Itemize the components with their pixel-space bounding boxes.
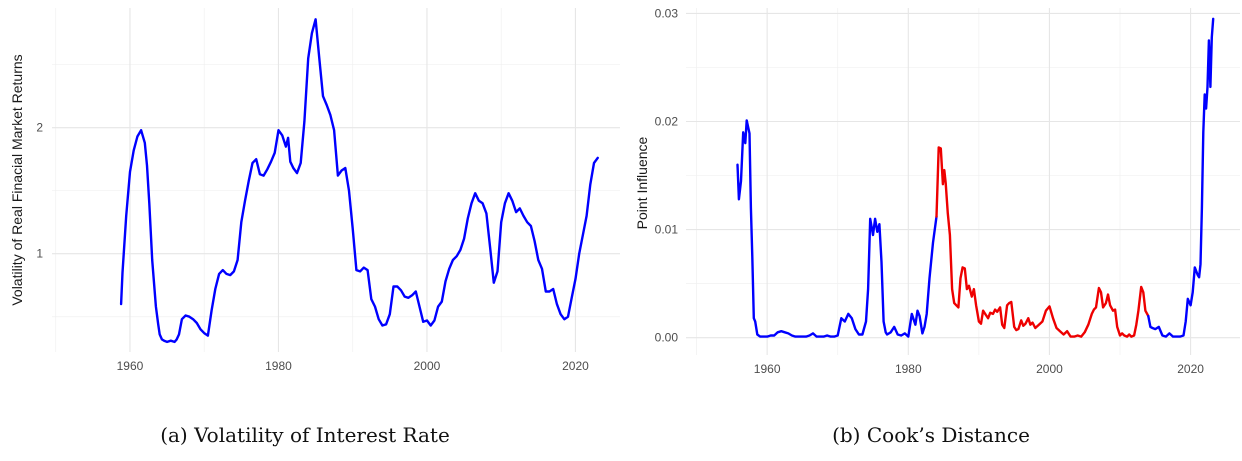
x-tick-label: 2000	[414, 359, 441, 373]
x-tick-label: 2020	[1177, 362, 1204, 376]
x-tick-label: 2000	[1036, 362, 1063, 376]
x-tick-label: 1960	[117, 359, 144, 373]
x-tick-label: 1960	[754, 362, 781, 376]
y-axis-label-b: Point Influence	[634, 136, 650, 229]
x-tick-labels-b: 1960 1980 2000 2020	[754, 362, 1204, 376]
y-tick-label: 1	[36, 247, 43, 261]
chart-panel-a: 1960 1980 2000 2020 12 Volatility of Real F…	[9, 8, 620, 447]
x-tick-label: 2020	[562, 359, 589, 373]
y-tick-label: 2	[36, 121, 43, 135]
series-lines-b	[736, 17, 1215, 338]
series-line	[119, 18, 599, 344]
series-line	[736, 119, 938, 338]
series-lines-a	[119, 18, 599, 344]
y-axis-label-a: Volatility of Real Finacial Market Retur…	[9, 54, 25, 305]
y-tick-labels-b: 0.00 0.01 0.02 0.03	[655, 6, 679, 344]
y-tick-label: 0.03	[655, 6, 679, 20]
caption-b: (b) Cook’s Distance	[832, 423, 1030, 447]
series-line	[1147, 17, 1215, 338]
x-tick-label: 1980	[265, 359, 292, 373]
caption-a: (a) Volatility of Interest Rate	[160, 423, 450, 447]
y-tick-label: 0.01	[655, 223, 679, 237]
grid-a	[52, 8, 620, 352]
x-tick-labels-a: 1960 1980 2000 2020	[117, 359, 590, 373]
x-tick-label: 1980	[895, 362, 922, 376]
y-tick-labels-a: 12	[36, 121, 43, 261]
y-tick-label: 0.02	[655, 115, 679, 129]
y-tick-label: 0.00	[655, 331, 679, 345]
grid-b	[686, 8, 1240, 355]
series-line	[935, 146, 1150, 338]
chart-panel-b: 1960 1980 2000 2020 0.00 0.01 0.02 0.03 Point …	[634, 6, 1240, 447]
